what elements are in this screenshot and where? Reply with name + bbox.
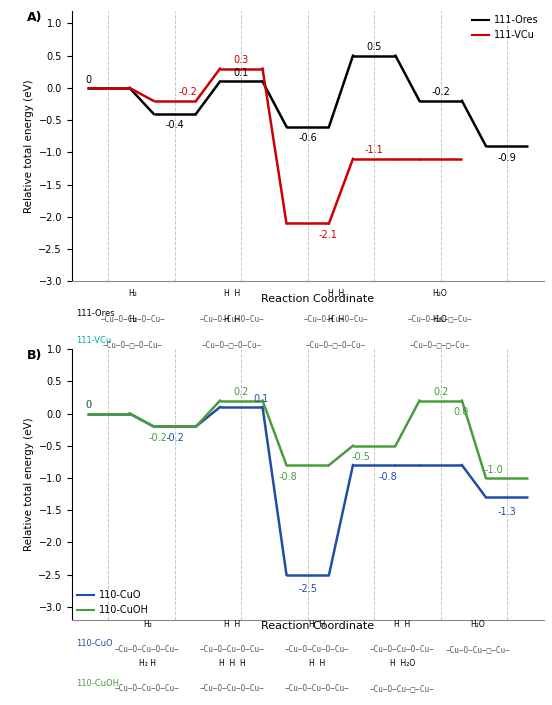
Text: 0: 0 xyxy=(86,400,92,410)
Text: −Cu−O−□−O−Cu−: −Cu−O−□−O−Cu− xyxy=(103,341,163,350)
Text: -0.4: -0.4 xyxy=(166,121,184,130)
Text: H₂: H₂ xyxy=(129,314,137,334)
Text: −Cu−O−Cu−O−Cu−: −Cu−O−Cu−O−Cu− xyxy=(100,314,166,324)
Text: −Cu−O−Cu−O−Cu−: −Cu−O−Cu−O−Cu− xyxy=(285,645,349,654)
Text: H  H: H H xyxy=(309,659,325,668)
Text: 0.1: 0.1 xyxy=(233,68,249,78)
Text: -1.0: -1.0 xyxy=(485,465,503,474)
Text: Reaction Coordinate: Reaction Coordinate xyxy=(261,293,374,304)
Text: -0.5: -0.5 xyxy=(352,453,370,462)
Text: 111-VCu: 111-VCu xyxy=(77,336,112,345)
Text: H  H  H: H H H xyxy=(219,659,246,668)
Text: 0.1: 0.1 xyxy=(253,393,269,404)
Text: H₂: H₂ xyxy=(129,289,137,308)
Text: -1.1: -1.1 xyxy=(365,145,384,156)
Text: −Cu−O−Cu−O−Cu−: −Cu−O−Cu−O−Cu− xyxy=(115,645,179,654)
Text: H  H: H H xyxy=(328,289,344,308)
Y-axis label: Relative total energy (eV): Relative total energy (eV) xyxy=(24,417,34,551)
Text: H  H: H H xyxy=(309,620,325,629)
Text: H  H: H H xyxy=(224,289,240,308)
Text: H₂: H₂ xyxy=(143,620,152,629)
Text: -0.8: -0.8 xyxy=(278,472,297,482)
Text: H  H: H H xyxy=(328,314,344,334)
Text: 0: 0 xyxy=(86,75,92,85)
Text: −Cu−O−Cu−□−Cu−: −Cu−O−Cu−□−Cu− xyxy=(407,314,473,324)
Text: 0.3: 0.3 xyxy=(233,55,249,66)
Text: H₂O: H₂O xyxy=(470,620,485,629)
Text: −Cu−O−□−O−Cu−: −Cu−O−□−O−Cu− xyxy=(202,341,262,350)
Text: 0.2: 0.2 xyxy=(433,387,448,397)
Text: H₂ H: H₂ H xyxy=(139,659,156,668)
Text: −Cu−O−Cu−O−Cu−: −Cu−O−Cu−O−Cu− xyxy=(200,314,264,324)
Text: 111-Ores: 111-Ores xyxy=(77,309,115,319)
Text: H  H₂O: H H₂O xyxy=(390,659,415,668)
Text: 110-CuOH: 110-CuOH xyxy=(77,680,119,688)
Text: -0.2: -0.2 xyxy=(179,87,198,97)
Text: -2.1: -2.1 xyxy=(319,230,337,240)
Text: -0.2: -0.2 xyxy=(166,433,184,443)
Text: H  H: H H xyxy=(394,620,410,629)
Text: -2.5: -2.5 xyxy=(298,584,317,594)
Text: B): B) xyxy=(27,349,43,362)
Text: 0.0: 0.0 xyxy=(453,407,468,417)
Text: 0.2: 0.2 xyxy=(233,387,249,397)
Text: −Cu−O−Cu−O−Cu−: −Cu−O−Cu−O−Cu− xyxy=(370,645,434,654)
Text: 0: 0 xyxy=(86,400,92,410)
Text: A): A) xyxy=(27,11,43,23)
Text: −Cu−O−Cu−O−Cu−: −Cu−O−Cu−O−Cu− xyxy=(304,314,368,324)
Text: H  H: H H xyxy=(224,314,240,334)
Text: H₂O: H₂O xyxy=(433,289,447,308)
Text: 110-CuO: 110-CuO xyxy=(77,639,113,648)
Text: −Cu−O−Cu−□−Cu−: −Cu−O−Cu−□−Cu− xyxy=(370,684,434,693)
Y-axis label: Relative total energy (eV): Relative total energy (eV) xyxy=(24,79,34,213)
Text: −Cu−O−□−□−Cu−: −Cu−O−□−□−Cu− xyxy=(410,341,470,350)
Legend: 110-CuO, 110-CuOH: 110-CuO, 110-CuOH xyxy=(77,590,149,615)
Text: H  H: H H xyxy=(224,620,240,629)
Text: −Cu−O−Cu−O−Cu−: −Cu−O−Cu−O−Cu− xyxy=(285,684,349,693)
Text: -0.9: -0.9 xyxy=(498,152,517,163)
Text: −Cu−O−Cu−O−Cu−: −Cu−O−Cu−O−Cu− xyxy=(115,684,179,693)
Text: −Cu−O−Cu−O−Cu−: −Cu−O−Cu−O−Cu− xyxy=(200,684,264,693)
Text: -1.3: -1.3 xyxy=(498,506,517,517)
Text: −Cu−O−Cu−□−Cu−: −Cu−O−Cu−□−Cu− xyxy=(445,645,510,654)
Text: H₂O: H₂O xyxy=(433,314,447,334)
Text: Reaction Coordinate: Reaction Coordinate xyxy=(261,621,374,632)
Text: −Cu−O−□−O−Cu−: −Cu−O−□−O−Cu− xyxy=(306,341,366,350)
Text: 0.5: 0.5 xyxy=(367,42,382,52)
Text: −Cu−O−Cu−O−Cu−: −Cu−O−Cu−O−Cu− xyxy=(200,645,264,654)
Text: -0.2: -0.2 xyxy=(431,87,450,97)
Text: -0.8: -0.8 xyxy=(378,472,397,482)
Text: -0.6: -0.6 xyxy=(299,133,317,143)
Legend: 111-Ores, 111-VCu: 111-Ores, 111-VCu xyxy=(472,16,539,40)
Text: -0.2: -0.2 xyxy=(148,433,168,443)
